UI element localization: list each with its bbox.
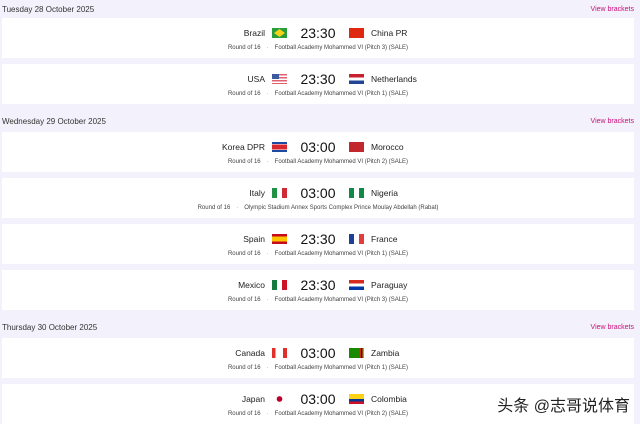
day-header: Tuesday 28 October 2025 View brackets (0, 0, 640, 18)
view-brackets-link[interactable]: View brackets (590, 323, 634, 331)
venue: Football Academy Mohammed VI (Pitch 1) (… (274, 251, 409, 257)
day-title: Thursday 30 October 2025 (2, 322, 98, 332)
mex-flag-icon (272, 280, 287, 290)
away-team: Zambia (371, 348, 400, 358)
separator: · (236, 205, 239, 211)
home-team: Brazil (243, 28, 265, 38)
round-label: Round of 16 (227, 251, 261, 257)
kickoff-time: 23:30 (300, 71, 336, 87)
esp-flag-icon (272, 234, 287, 244)
match-row: Korea DPR 03:00 Morocco (2, 139, 634, 155)
home-team: Japan (241, 394, 265, 404)
ned-flag-icon (349, 74, 364, 84)
away-team: Nigeria (371, 188, 398, 198)
match-card[interactable]: Canada 03:00 Zambia Round of 16 · Football… (2, 338, 634, 378)
match-meta: Round of 16 · Olympic Stadium Annex Sports… (2, 205, 634, 211)
round-label: Round of 16 (227, 411, 261, 417)
watermark: 头条 @志哥说体育 (497, 398, 630, 415)
away-team: Morocco (371, 142, 404, 152)
match-row: Italy 03:00 Nigeria (2, 185, 634, 201)
home-team: Mexico (238, 280, 265, 290)
chn-flag-icon (349, 28, 364, 38)
venue: Football Academy Mohammed VI (Pitch 3) (… (274, 45, 409, 51)
home-team: USA (247, 74, 265, 84)
separator: · (266, 251, 269, 257)
round-label: Round of 16 (227, 365, 261, 371)
home-team: Korea DPR (222, 142, 265, 152)
par-flag-icon (349, 280, 364, 290)
jpn-flag-icon (272, 394, 287, 404)
separator: · (266, 159, 269, 165)
match-row: Japan 03:00 Colombia (2, 391, 634, 407)
home-team: Canada (235, 348, 265, 358)
view-brackets-link[interactable]: View brackets (590, 5, 634, 13)
ita-flag-icon (272, 188, 287, 198)
nga-flag-icon (349, 188, 364, 198)
venue: Football Academy Mohammed VI (Pitch 3) (… (274, 297, 409, 303)
away-team: Colombia (371, 394, 407, 404)
day-title: Wednesday 29 October 2025 (2, 116, 106, 126)
match-meta: Round of 16 · Football Academy Mohammed VI… (2, 91, 634, 97)
round-label: Round of 16 (227, 159, 261, 165)
away-team: Netherlands (371, 74, 417, 84)
can-flag-icon (272, 348, 287, 358)
match-row: USA 23:30 Netherlands (2, 71, 634, 87)
round-label: Round of 16 (227, 45, 261, 51)
kickoff-time: 03:00 (300, 185, 336, 201)
mar-flag-icon (349, 142, 364, 152)
venue: Olympic Stadium Annex Sports Complex Pri… (244, 205, 439, 211)
col-flag-icon (349, 394, 364, 404)
separator: · (266, 91, 269, 97)
kickoff-time: 23:30 (300, 25, 336, 41)
view-brackets-link[interactable]: View brackets (590, 117, 634, 125)
kickoff-time: 03:00 (300, 345, 336, 361)
away-team: France (371, 234, 398, 244)
kickoff-time: 23:30 (300, 277, 336, 293)
round-label: Round of 16 (197, 205, 231, 211)
fra-flag-icon (349, 234, 364, 244)
round-label: Round of 16 (227, 297, 261, 303)
match-row: Spain 23:30 France (2, 231, 634, 247)
match-card[interactable]: Spain 23:30 France Round of 16 · Football … (2, 224, 634, 264)
match-card[interactable]: USA 23:30 Netherlands Round of 16 · Footba… (2, 64, 634, 104)
match-card[interactable]: Korea DPR 03:00 Morocco Round of 16 · Foot… (2, 132, 634, 172)
match-card[interactable]: Brazil 23:30 China PR Round of 16 · Footba… (2, 18, 634, 58)
home-team: Italy (249, 188, 265, 198)
bra-flag-icon (272, 28, 287, 38)
venue: Football Academy Mohammed VI (Pitch 2) (… (274, 159, 409, 165)
day-header: Wednesday 29 October 2025 View brackets (0, 110, 640, 132)
separator: · (266, 411, 269, 417)
match-card[interactable]: Japan 03:00 Colombia Round of 16 · Footbal… (2, 384, 634, 424)
separator: · (266, 45, 269, 51)
match-meta: Round of 16 · Football Academy Mohammed VI… (2, 411, 634, 417)
day-title: Tuesday 28 October 2025 (2, 4, 95, 14)
usa-flag-icon (272, 74, 287, 84)
zam-flag-icon (349, 348, 364, 358)
away-team: Paraguay (371, 280, 408, 290)
venue: Football Academy Mohammed VI (Pitch 2) (… (274, 411, 409, 417)
day-header: Thursday 30 October 2025 View brackets (0, 316, 640, 338)
venue: Football Academy Mohammed VI (Pitch 1) (… (274, 91, 409, 97)
kickoff-time: 03:00 (300, 391, 336, 407)
match-card[interactable]: Italy 03:00 Nigeria Round of 16 · Olympic … (2, 178, 634, 218)
away-team: China PR (371, 28, 408, 38)
match-row: Brazil 23:30 China PR (2, 25, 634, 41)
match-row: Mexico 23:30 Paraguay (2, 277, 634, 293)
match-meta: Round of 16 · Football Academy Mohammed VI… (2, 251, 634, 257)
home-team: Spain (243, 234, 265, 244)
match-meta: Round of 16 · Football Academy Mohammed VI… (2, 159, 634, 165)
match-meta: Round of 16 · Football Academy Mohammed VI… (2, 365, 634, 371)
separator: · (266, 297, 269, 303)
round-label: Round of 16 (227, 91, 261, 97)
venue: Football Academy Mohammed VI (Pitch 1) (… (274, 365, 409, 371)
kickoff-time: 03:00 (300, 139, 336, 155)
prk-flag-icon (272, 142, 287, 152)
separator: · (266, 365, 269, 371)
kickoff-time: 23:30 (300, 231, 336, 247)
match-card[interactable]: Mexico 23:30 Paraguay Round of 16 · Footba… (2, 270, 634, 310)
match-row: Canada 03:00 Zambia (2, 345, 634, 361)
match-meta: Round of 16 · Football Academy Mohammed VI… (2, 297, 634, 303)
match-meta: Round of 16 · Football Academy Mohammed VI… (2, 45, 634, 51)
